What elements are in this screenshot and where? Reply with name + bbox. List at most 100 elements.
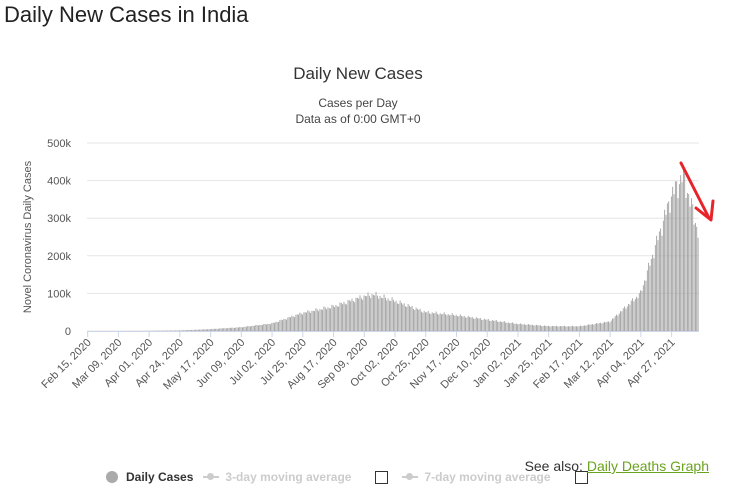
- bar: [526, 324, 528, 331]
- bar: [176, 330, 178, 331]
- bar: [344, 303, 346, 331]
- legend-item-7-day-average[interactable]: 7-day moving average: [402, 470, 551, 484]
- bar: [538, 325, 540, 331]
- bar: [270, 324, 271, 331]
- bar: [510, 322, 512, 331]
- bar: [359, 295, 361, 331]
- bar: [376, 295, 378, 331]
- bar: [457, 316, 458, 331]
- bar: [693, 224, 695, 331]
- bar: [426, 312, 428, 331]
- bar: [557, 326, 559, 331]
- bar: [697, 237, 699, 331]
- bar: [601, 323, 603, 331]
- bar: [405, 306, 406, 331]
- bar: [272, 322, 274, 331]
- bar: [252, 325, 254, 331]
- bar: [384, 297, 386, 331]
- bar: [561, 326, 563, 331]
- bar: [600, 322, 601, 331]
- bar: [318, 311, 319, 331]
- bar: [445, 314, 446, 331]
- bar: [358, 298, 360, 331]
- bar: [395, 300, 397, 331]
- bar: [422, 312, 424, 331]
- bar: [676, 181, 678, 331]
- bar: [380, 297, 382, 331]
- bar: [435, 311, 437, 331]
- bar: [267, 323, 269, 331]
- bar: [351, 298, 353, 331]
- bar: [310, 312, 311, 331]
- bar: [462, 316, 464, 331]
- bar: [612, 318, 613, 331]
- bar: [657, 240, 659, 331]
- bar: [266, 324, 267, 331]
- bar: [665, 214, 667, 331]
- bar: [624, 306, 625, 331]
- bar: [360, 298, 362, 331]
- bar: [386, 300, 388, 331]
- bar: [340, 302, 342, 331]
- bar: [534, 325, 536, 331]
- bar: [263, 323, 265, 331]
- legend-item-daily-cases[interactable]: Daily Cases: [106, 470, 193, 484]
- bar: [489, 320, 491, 331]
- 3-day-average-checkbox[interactable]: [375, 470, 389, 484]
- bar: [598, 323, 600, 331]
- bar: [201, 329, 203, 331]
- bar: [179, 330, 181, 331]
- bar: [589, 324, 591, 331]
- bar: [278, 322, 279, 331]
- bar: [383, 294, 385, 331]
- chart-data-note: Data as of 0:00 GMT+0: [295, 112, 421, 126]
- bar: [497, 321, 499, 331]
- bar: [259, 324, 261, 331]
- bar: [418, 309, 420, 331]
- bar: [188, 329, 190, 331]
- bar: [529, 324, 531, 331]
- bar: [195, 329, 197, 331]
- bar: [578, 326, 580, 331]
- bar: [467, 315, 469, 331]
- bar: [371, 294, 373, 331]
- bar: [288, 316, 290, 331]
- bar: [326, 309, 328, 331]
- bar: [560, 326, 561, 331]
- bar: [330, 308, 332, 331]
- bar: [660, 228, 662, 331]
- bar: [327, 307, 329, 331]
- bar: [421, 311, 422, 331]
- bar: [614, 316, 616, 331]
- bar: [503, 321, 505, 331]
- bar: [581, 326, 583, 331]
- bar: [590, 324, 592, 331]
- bar: [450, 314, 452, 331]
- bar: [244, 326, 246, 331]
- bar: [653, 258, 655, 331]
- bar: [539, 325, 541, 331]
- bar: [284, 319, 286, 331]
- bar: [434, 313, 436, 331]
- bar: [292, 316, 294, 331]
- bar: [402, 304, 404, 331]
- bar: [554, 325, 556, 331]
- bar: [626, 306, 628, 331]
- bar: [658, 231, 660, 331]
- bar: [401, 302, 402, 331]
- bar: [254, 325, 255, 331]
- bar: [652, 254, 654, 331]
- 7-day-average-checkbox[interactable]: [574, 470, 588, 484]
- bar: [463, 315, 465, 331]
- y-tick-label: 100k: [47, 288, 71, 300]
- bar: [466, 317, 468, 331]
- bar: [251, 325, 253, 331]
- bar: [368, 295, 370, 331]
- bar: [451, 313, 453, 331]
- bar: [423, 310, 425, 331]
- bar: [531, 324, 533, 331]
- daily-deaths-graph-link[interactable]: Daily Deaths Graph: [586, 458, 709, 474]
- legend-item-3-day-average[interactable]: 3-day moving average: [203, 470, 351, 484]
- bar: [348, 300, 350, 331]
- bar: [641, 290, 643, 331]
